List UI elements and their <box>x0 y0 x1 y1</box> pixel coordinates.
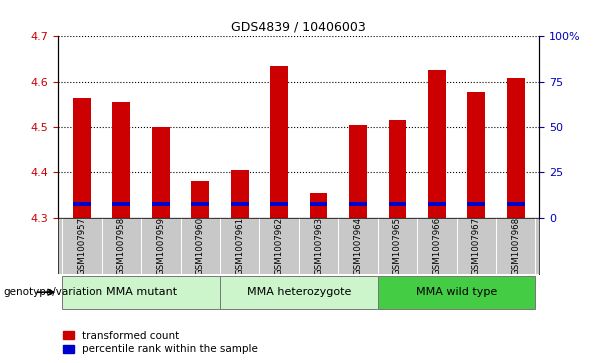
Text: GSM1007963: GSM1007963 <box>314 217 323 275</box>
Text: MMA mutant: MMA mutant <box>105 287 177 297</box>
Bar <box>428 202 446 207</box>
Bar <box>428 70 446 218</box>
Bar <box>231 202 248 207</box>
Bar <box>231 170 248 218</box>
Bar <box>389 202 406 207</box>
Bar <box>62 276 220 309</box>
Bar <box>349 125 367 218</box>
Bar <box>73 202 91 207</box>
Text: GSM1007968: GSM1007968 <box>511 217 520 275</box>
Bar <box>468 91 485 218</box>
Text: GSM1007961: GSM1007961 <box>235 217 244 275</box>
Text: GSM1007965: GSM1007965 <box>393 217 402 275</box>
Bar <box>378 276 536 309</box>
Text: GSM1007962: GSM1007962 <box>275 217 284 275</box>
Text: GSM1007960: GSM1007960 <box>196 217 205 275</box>
Bar <box>152 202 170 207</box>
Text: GSM1007966: GSM1007966 <box>432 217 441 275</box>
Bar <box>310 202 327 207</box>
Bar <box>112 102 130 218</box>
Text: GSM1007959: GSM1007959 <box>156 217 166 275</box>
Bar <box>73 98 91 218</box>
Text: MMA wild type: MMA wild type <box>416 287 497 297</box>
Bar <box>191 182 209 218</box>
Bar <box>270 66 288 218</box>
Legend: transformed count, percentile rank within the sample: transformed count, percentile rank withi… <box>63 331 258 354</box>
Text: MMA heterozygote: MMA heterozygote <box>246 287 351 297</box>
Bar <box>191 202 209 207</box>
Bar <box>507 78 525 218</box>
Bar <box>152 127 170 218</box>
Text: GSM1007967: GSM1007967 <box>472 217 481 275</box>
Title: GDS4839 / 10406003: GDS4839 / 10406003 <box>232 21 366 34</box>
Text: GSM1007958: GSM1007958 <box>117 217 126 275</box>
Text: GSM1007964: GSM1007964 <box>354 217 362 275</box>
Text: GSM1007957: GSM1007957 <box>77 217 86 275</box>
Bar <box>468 202 485 207</box>
Bar <box>112 202 130 207</box>
Bar <box>389 120 406 218</box>
Bar <box>220 276 378 309</box>
Text: genotype/variation: genotype/variation <box>3 287 102 297</box>
Bar <box>270 202 288 207</box>
Bar <box>349 202 367 207</box>
Bar <box>507 202 525 207</box>
Bar <box>310 193 327 218</box>
